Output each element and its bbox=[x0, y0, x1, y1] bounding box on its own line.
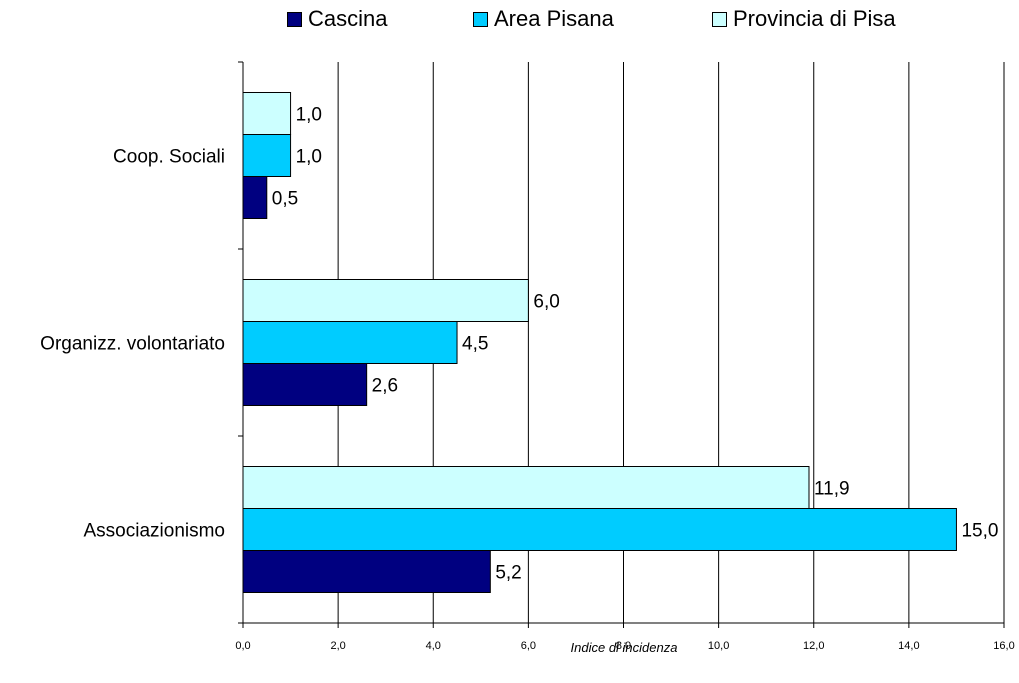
bar bbox=[242, 321, 458, 364]
legend-label-area-pisana: Area Pisana bbox=[494, 6, 614, 31]
legend-label-cascina: Cascina bbox=[308, 6, 388, 31]
data-label: 5,2 bbox=[495, 563, 521, 584]
legend-item-area-pisana: Area Pisana bbox=[473, 6, 614, 32]
data-label: 2,6 bbox=[372, 376, 398, 397]
data-label: 11,9 bbox=[814, 479, 850, 500]
x-tick-label: 16,0 bbox=[993, 640, 1014, 652]
legend-item-cascina: Cascina bbox=[287, 6, 387, 32]
x-tick-label: 2,0 bbox=[330, 640, 345, 652]
x-tick-label: 8,0 bbox=[616, 640, 631, 652]
bar bbox=[242, 134, 292, 177]
legend-swatch-cascina bbox=[287, 11, 302, 27]
data-label: 15,0 bbox=[961, 521, 998, 542]
category-label: Organizz. volontariato bbox=[40, 334, 225, 355]
bar bbox=[242, 279, 529, 322]
bar bbox=[242, 466, 810, 509]
x-tick-label: 0,0 bbox=[235, 640, 250, 652]
category-label: Coop. Sociali bbox=[113, 147, 225, 168]
data-label: 1,0 bbox=[296, 105, 322, 126]
bar bbox=[242, 176, 268, 219]
bar bbox=[242, 508, 957, 551]
x-tick-label: 6,0 bbox=[521, 640, 536, 652]
data-label: 0,5 bbox=[272, 189, 298, 210]
chart-legend: Cascina Area Pisana Provincia di Pisa bbox=[0, 6, 1019, 36]
legend-label-provincia-di-pisa: Provincia di Pisa bbox=[733, 6, 896, 31]
data-label: 4,5 bbox=[462, 334, 488, 355]
x-axis-title: Indice di incidenza bbox=[570, 640, 678, 655]
legend-swatch-area-pisana bbox=[473, 11, 488, 27]
legend-item-provincia-di-pisa: Provincia di Pisa bbox=[712, 6, 896, 32]
x-tick-label: 12,0 bbox=[803, 640, 824, 652]
bar bbox=[242, 550, 491, 593]
x-tick-label: 14,0 bbox=[898, 640, 919, 652]
x-tick-label: 4,0 bbox=[426, 640, 441, 652]
bar bbox=[242, 92, 292, 135]
data-label: 1,0 bbox=[296, 147, 322, 168]
category-label: Associazionismo bbox=[84, 521, 226, 542]
data-label: 6,0 bbox=[533, 292, 559, 313]
legend-swatch-provincia-di-pisa bbox=[712, 11, 727, 27]
bar bbox=[242, 363, 368, 406]
x-tick-label: 10,0 bbox=[708, 640, 729, 652]
